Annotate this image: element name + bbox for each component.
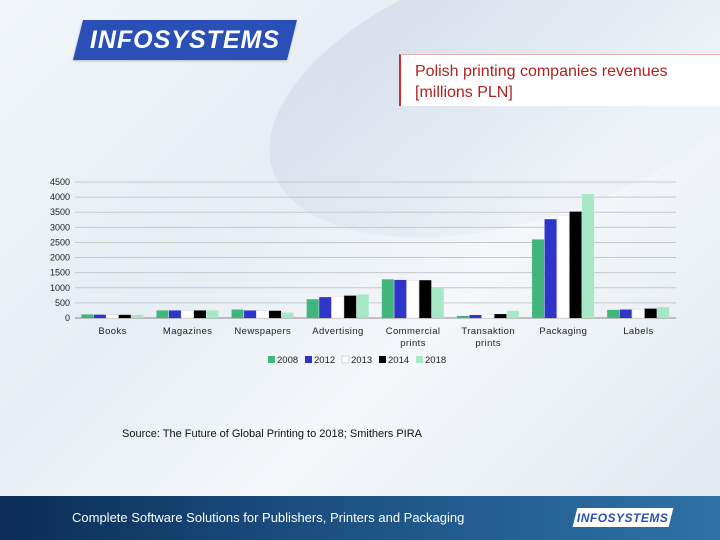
bar — [319, 297, 332, 318]
slide-title-line2: [millions PLN] — [415, 84, 513, 101]
bar — [469, 314, 482, 318]
bar — [181, 310, 194, 319]
legend-swatch — [268, 356, 275, 363]
bar — [156, 310, 169, 318]
bar — [106, 314, 119, 319]
footer-logo-text: INFOSYSTEMS — [577, 510, 669, 525]
bar — [93, 314, 106, 318]
y-tick-label: 3000 — [50, 222, 70, 232]
bar — [244, 310, 257, 318]
bar — [231, 309, 244, 318]
x-tick-label: Transaktion prints — [461, 326, 515, 349]
revenue-bar-chart: 0 500 1000 1500 2000 2500 3000 3500 4000 4500 Book… — [50, 177, 676, 366]
bar — [619, 309, 632, 318]
legend-label: 2012 — [314, 355, 335, 366]
x-tick-label: Commercial prints — [386, 326, 441, 349]
bar — [544, 219, 557, 318]
legend-swatch — [341, 355, 350, 364]
footer-bar: Complete Software Solutions for Publishe… — [0, 496, 720, 540]
bar — [644, 308, 657, 318]
bar — [168, 310, 181, 318]
bar — [556, 214, 570, 319]
y-tick-label: 4000 — [50, 192, 70, 202]
bar — [306, 299, 319, 318]
x-tick-label: Magazines — [163, 326, 213, 337]
bar — [331, 296, 344, 319]
bar — [631, 308, 645, 319]
bar — [456, 315, 469, 318]
bar — [118, 314, 131, 318]
footer-logo: INFOSYSTEMS — [572, 508, 674, 527]
legend-label: 2008 — [277, 355, 298, 366]
bar — [281, 312, 294, 318]
bar — [81, 314, 94, 318]
bar — [131, 314, 144, 318]
slide-title: Polish printing companies revenues [mill… — [399, 54, 720, 106]
x-tick-label: Advertising — [312, 326, 363, 337]
bar — [419, 280, 432, 318]
bar — [582, 194, 595, 318]
bar — [481, 314, 495, 319]
legend-swatch — [416, 356, 423, 363]
bar — [206, 310, 219, 318]
footer-tagline: Complete Software Solutions for Publishe… — [72, 510, 465, 525]
y-tick-label: 3500 — [50, 207, 70, 217]
bar — [356, 294, 369, 318]
bar — [269, 310, 282, 318]
bar — [569, 211, 582, 318]
bar — [256, 310, 269, 319]
bar — [193, 310, 206, 318]
bar — [344, 295, 357, 318]
x-tick-label: Packaging — [539, 326, 587, 337]
legend-label: 2018 — [425, 355, 446, 366]
legend-label: 2013 — [351, 355, 372, 366]
logo-text: INFOSYSTEMS — [89, 25, 281, 54]
x-tick-label: Books — [98, 326, 126, 337]
legend-swatch — [379, 356, 386, 363]
y-tick-label: 0 — [65, 313, 70, 323]
y-tick-label: 4500 — [50, 177, 70, 187]
y-tick-label: 2000 — [50, 253, 70, 263]
bar — [394, 279, 407, 318]
x-tick-label: Newspapers — [234, 326, 291, 337]
legend-label: 2014 — [388, 355, 409, 366]
bar — [532, 239, 545, 318]
bar — [381, 279, 394, 318]
bar — [607, 309, 620, 318]
bar — [431, 287, 444, 318]
infosystems-logo: INFOSYSTEMS — [73, 20, 297, 60]
x-tick-label: Labels — [623, 326, 653, 337]
y-tick-label: 2500 — [50, 237, 70, 247]
bar — [406, 279, 420, 319]
bar — [494, 314, 507, 318]
y-tick-label: 1000 — [50, 283, 70, 293]
legend-swatch — [305, 356, 312, 363]
bar — [506, 310, 519, 318]
slide-title-line1: Polish printing companies revenues — [415, 63, 668, 80]
source-note: Source: The Future of Global Printing to… — [122, 428, 423, 440]
y-tick-label: 500 — [55, 298, 70, 308]
y-tick-label: 1500 — [50, 268, 70, 278]
bar — [657, 307, 670, 318]
